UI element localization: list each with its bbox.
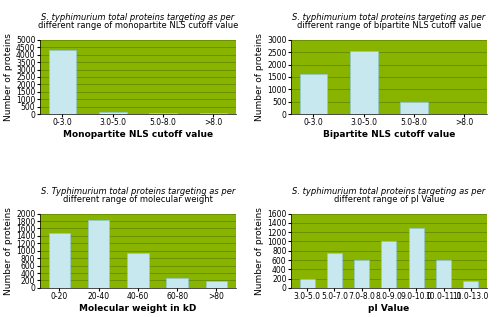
Y-axis label: Number of proteins: Number of proteins [256, 207, 264, 295]
Bar [300, 74, 328, 114]
X-axis label: Bipartite NLS cutoff value: Bipartite NLS cutoff value [323, 130, 455, 139]
Text: different range of pI Value: different range of pI Value [334, 195, 444, 204]
Bar [382, 242, 396, 288]
Text: S. Typhimurium total proteins targeting as per: S. Typhimurium total proteins targeting … [40, 187, 235, 196]
X-axis label: pI Value: pI Value [368, 304, 410, 313]
Bar [127, 253, 148, 288]
Bar [409, 228, 424, 288]
Y-axis label: Number of proteins: Number of proteins [256, 33, 264, 121]
Bar [149, 113, 177, 114]
Text: S. typhimurium total proteins targeting as per: S. typhimurium total proteins targeting … [292, 187, 486, 196]
Text: S. typhimurium total proteins targeting as per: S. typhimurium total proteins targeting … [292, 13, 486, 22]
Bar [327, 253, 342, 288]
Bar [206, 281, 228, 288]
Bar [200, 113, 228, 114]
Bar [166, 278, 188, 288]
Bar [436, 260, 451, 288]
Text: different range of molecular weight: different range of molecular weight [63, 195, 213, 204]
Text: S. Typhimurium total proteins targeting as per: S. Typhimurium total proteins targeting … [40, 187, 235, 196]
Text: S. typhimurium total proteins targeting as per: S. typhimurium total proteins targeting … [292, 187, 486, 196]
Text: different range of monopartite NLS cutoff value: different range of monopartite NLS cutof… [38, 21, 238, 30]
Text: different range of bipartite NLS cutoff value: different range of bipartite NLS cutoff … [297, 21, 481, 30]
Bar [400, 102, 428, 114]
Bar [88, 220, 110, 288]
X-axis label: Monopartite NLS cutoff value: Monopartite NLS cutoff value [63, 130, 213, 139]
Bar [354, 260, 369, 288]
Bar [48, 50, 76, 114]
Y-axis label: Number of proteins: Number of proteins [4, 207, 14, 295]
Bar [350, 51, 378, 114]
Bar [99, 112, 126, 114]
Bar [300, 279, 314, 288]
Bar [450, 113, 478, 114]
Text: S. typhimurium total proteins targeting as per: S. typhimurium total proteins targeting … [42, 13, 234, 22]
Y-axis label: Number of proteins: Number of proteins [4, 33, 13, 121]
Text: S. typhimurium total proteins targeting as per: S. typhimurium total proteins targeting … [292, 13, 486, 22]
X-axis label: Molecular weight in kD: Molecular weight in kD [79, 304, 196, 313]
Bar [464, 281, 478, 288]
Text: S. typhimurium total proteins targeting as per: S. typhimurium total proteins targeting … [42, 13, 234, 22]
Bar [48, 233, 70, 288]
